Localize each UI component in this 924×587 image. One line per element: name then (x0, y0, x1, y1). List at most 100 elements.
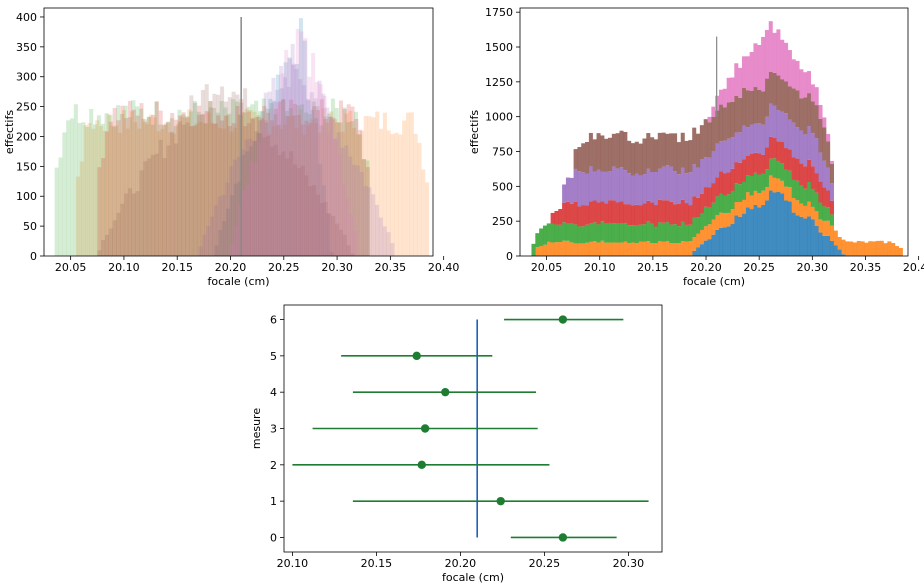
histogram-bar (542, 225, 547, 245)
histogram-bar (749, 209, 754, 256)
histogram-bar (325, 213, 330, 256)
histogram-bar (780, 193, 785, 256)
histogram-bar (361, 159, 366, 256)
histogram-bar (375, 111, 380, 256)
histogram-bar (661, 166, 666, 201)
histogram-bar (852, 242, 857, 256)
x-tick-label: 20.25 (743, 261, 775, 274)
histogram-bar (608, 137, 613, 172)
histogram-bar (753, 123, 758, 153)
histogram-bar (275, 74, 280, 256)
histogram-bar (730, 101, 735, 138)
histogram-bar (588, 201, 593, 224)
histogram-bar (273, 108, 278, 256)
histogram-bar (342, 109, 347, 257)
histogram-bar (573, 224, 578, 244)
histogram-bar (588, 132, 593, 167)
histogram-bar (780, 111, 785, 142)
histogram-bar (244, 139, 249, 256)
histogram-bar (187, 109, 192, 256)
histogram-bar (371, 117, 376, 256)
histogram-bar (600, 135, 605, 172)
histogram-bar (206, 225, 211, 256)
histogram-bar (362, 159, 367, 256)
histogram-bar (569, 203, 574, 224)
histogram-bar (826, 220, 831, 236)
histogram-bar (734, 132, 739, 163)
histogram-bar (292, 103, 297, 256)
histogram-bar (734, 183, 739, 202)
histogram-bar (281, 99, 286, 256)
histogram-bar (175, 123, 180, 256)
histogram-bar (784, 200, 789, 256)
histogram-bar (784, 169, 789, 187)
histogram-bar (300, 124, 305, 256)
histogram-bar (619, 167, 624, 202)
histogram-bar (864, 242, 869, 256)
histogram-bar (139, 108, 144, 256)
histogram-bar (386, 130, 391, 256)
histogram-bar (807, 201, 812, 217)
histogram-bar (611, 166, 616, 201)
hist-stacked: 20.05 20.10 20.15 20.20 20.25 20.30 20.35 20.4 0… (468, 6, 924, 288)
histogram-bar (345, 198, 350, 256)
histogram-bar (365, 167, 370, 256)
histogram-bar (604, 203, 609, 224)
histogram-bar (569, 177, 574, 204)
histogram-bar (810, 206, 815, 220)
histogram-bar (787, 149, 792, 171)
x-tick-label: 20.05 (531, 261, 563, 274)
histogram-bar (173, 126, 178, 256)
histogram-bar (630, 225, 636, 243)
histogram-bar (661, 132, 666, 167)
histogram-bar (764, 200, 769, 256)
data-point (412, 351, 421, 361)
histogram-bar (285, 115, 290, 256)
y-tick-label: 300 (16, 71, 37, 84)
histogram-bar (272, 100, 277, 257)
histogram-bar (154, 153, 159, 256)
histogram-bar (776, 160, 781, 179)
histogram-bar (242, 190, 247, 256)
histogram-bar (233, 127, 238, 256)
histogram-bar (745, 192, 750, 208)
histogram-bar (58, 157, 63, 256)
histogram-bar (100, 123, 105, 256)
y-tick-label: 400 (16, 11, 37, 24)
histogram-bar (238, 204, 243, 256)
x-tick-label: 20.20 (690, 261, 722, 274)
histogram-bar (803, 166, 808, 189)
histogram-bar (378, 217, 383, 256)
histogram-bar (692, 217, 697, 238)
histogram-bar (703, 119, 708, 158)
histogram-bar (177, 109, 182, 256)
histogram-bar (661, 200, 666, 223)
histogram-bar (234, 226, 239, 256)
histogram-bar (569, 223, 574, 243)
histogram-bar (718, 89, 724, 105)
histogram-bar (680, 221, 685, 242)
histogram-bar (642, 241, 647, 256)
histogram-bar (596, 202, 601, 225)
histogram-bar (133, 122, 138, 257)
histogram-bar (711, 234, 716, 256)
histogram-bar (573, 168, 578, 202)
histogram-bar (314, 82, 319, 256)
histogram-bar (726, 172, 731, 195)
histogram-bar (703, 226, 708, 241)
histogram-bar (188, 111, 193, 256)
histogram-bar (577, 206, 582, 227)
histogram-bar (807, 93, 812, 127)
histogram-bar (315, 194, 321, 256)
histogram-bar (822, 220, 827, 236)
histogram-bar (329, 251, 334, 256)
x-tick-label: 20.30 (321, 261, 353, 274)
histogram-bar (409, 112, 414, 256)
histogram-bar (291, 63, 296, 256)
histogram-bar (768, 136, 773, 159)
histogram-bar (363, 186, 368, 256)
histogram-bar (546, 223, 551, 242)
histogram-bar (638, 175, 643, 206)
histogram-bar (707, 187, 712, 208)
histogram-bar (311, 52, 316, 257)
